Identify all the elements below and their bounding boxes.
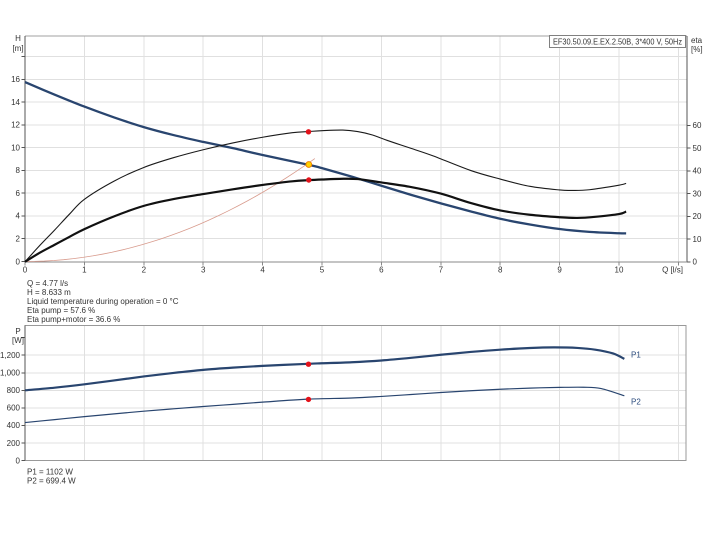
svg-text:2: 2 [142,266,147,275]
svg-text:3: 3 [201,266,206,275]
svg-text:12: 12 [11,121,20,130]
svg-text:600: 600 [7,404,21,413]
svg-text:1: 1 [82,266,87,275]
svg-text:Eta pump = 57.6 %: Eta pump = 57.6 % [27,306,95,315]
svg-text:[m]: [m] [12,44,23,53]
svg-text:10: 10 [693,235,702,244]
svg-text:400: 400 [7,421,21,430]
svg-text:P1 = 1102 W: P1 = 1102 W [27,468,73,477]
svg-text:0: 0 [693,258,698,267]
svg-text:[W]: [W] [12,336,24,345]
svg-text:8: 8 [16,166,21,175]
svg-text:2: 2 [16,235,21,244]
svg-text:5: 5 [320,266,325,275]
svg-text:800: 800 [7,386,21,395]
svg-text:200: 200 [7,439,21,448]
svg-text:4: 4 [16,212,21,221]
svg-text:P: P [15,327,20,336]
svg-text:eta: eta [691,36,703,45]
svg-text:7: 7 [439,266,444,275]
svg-text:0: 0 [16,456,21,465]
svg-text:20: 20 [693,212,702,221]
svg-text:1,200: 1,200 [0,351,21,360]
svg-text:6: 6 [16,189,21,198]
svg-text:10: 10 [11,143,20,152]
svg-text:P1: P1 [631,351,641,360]
svg-text:40: 40 [693,167,702,176]
svg-text:0: 0 [23,266,28,275]
svg-text:6: 6 [379,266,384,275]
svg-text:50: 50 [693,144,702,153]
svg-text:1,000: 1,000 [0,369,21,378]
svg-text:30: 30 [693,189,702,198]
svg-text:Liquid temperature during oper: Liquid temperature during operation = 0 … [27,297,179,306]
svg-text:16: 16 [11,75,20,84]
svg-text:Q [l/s]: Q [l/s] [662,266,683,275]
svg-text:H = 8.633 m: H = 8.633 m [27,288,71,297]
svg-text:Q = 4.77 l/s: Q = 4.77 l/s [27,279,68,288]
svg-text:Eta pump+motor = 36.6 %: Eta pump+motor = 36.6 % [27,315,120,324]
svg-text:8: 8 [498,266,503,275]
svg-text:14: 14 [11,98,20,107]
svg-text:9: 9 [557,266,562,275]
svg-text:P2 = 699.4 W: P2 = 699.4 W [27,477,76,486]
svg-text:60: 60 [693,121,702,130]
svg-text:10: 10 [615,266,624,275]
svg-text:H: H [15,34,21,43]
svg-text:[%]: [%] [691,45,703,54]
svg-text:4: 4 [260,266,265,275]
svg-text:EF30.50.09.E.EX.2.50B, 3*400 V: EF30.50.09.E.EX.2.50B, 3*400 V, 50Hz [553,37,682,47]
svg-text:P2: P2 [631,398,641,407]
svg-text:0: 0 [16,257,21,266]
